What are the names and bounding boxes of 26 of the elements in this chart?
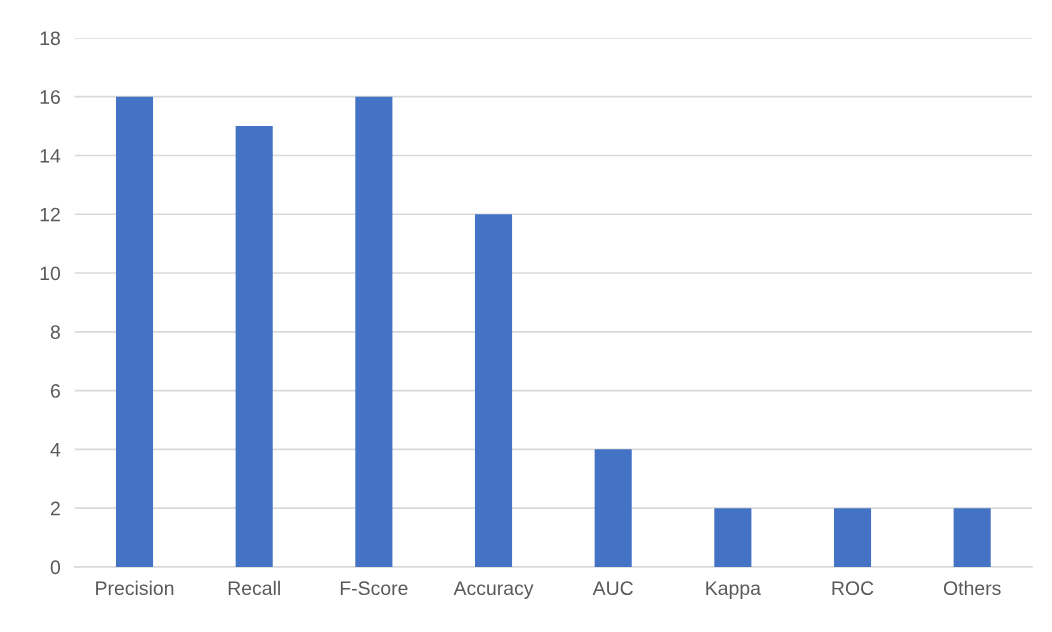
x-tick-label: Others <box>943 580 1001 596</box>
bar <box>474 214 513 567</box>
bar <box>833 508 872 567</box>
x-tick-label: F-Score <box>340 581 408 596</box>
y-tick-label: 12 <box>40 207 60 222</box>
bar <box>355 96 393 567</box>
bar <box>953 508 991 567</box>
x-tick-label: Recall <box>228 580 280 596</box>
y-tick-label: 18 <box>40 31 60 46</box>
y-tick-label: 2 <box>50 501 60 516</box>
y-tick-label: 10 <box>40 266 61 281</box>
y-tick-label: 8 <box>50 325 60 340</box>
y-tick-label: 0 <box>50 560 61 575</box>
bar <box>235 126 273 567</box>
y-tick-label: 14 <box>40 149 61 163</box>
y-tick-label: 6 <box>50 384 60 398</box>
bar <box>115 96 154 567</box>
y-tick-label: 4 <box>50 443 61 457</box>
x-tick-label: Accuracy <box>453 581 534 599</box>
x-tick-label: AUC <box>592 581 633 596</box>
bar <box>594 449 632 567</box>
x-tick-label: Precision <box>96 580 174 596</box>
x-tick-label: ROC <box>832 581 874 596</box>
y-tick-label: 16 <box>40 90 60 104</box>
x-tick-label: Kappa <box>706 581 761 599</box>
bar <box>714 508 752 567</box>
